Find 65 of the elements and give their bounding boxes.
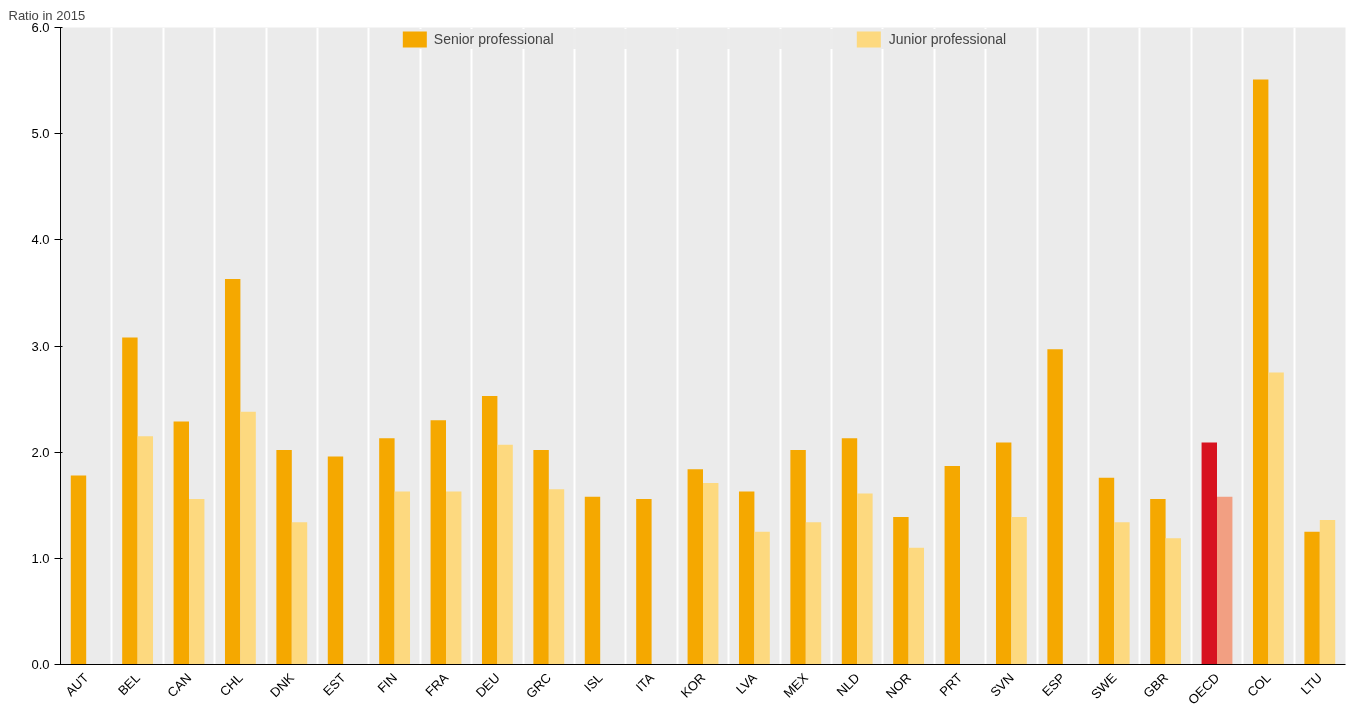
y-tick-label: 3.0	[31, 338, 50, 354]
bar	[291, 522, 308, 665]
y-tick-label: 1.0	[31, 550, 50, 566]
bar	[394, 491, 411, 665]
bar	[1201, 442, 1217, 665]
bar	[497, 444, 513, 665]
bar	[240, 411, 256, 665]
bar	[548, 489, 565, 665]
x-tick-label: NLD	[833, 670, 863, 700]
x-tick-label: ITA	[632, 669, 658, 695]
bar	[446, 491, 462, 665]
bar	[122, 337, 138, 665]
bar	[1011, 516, 1027, 665]
bar	[1047, 349, 1063, 665]
bar	[841, 438, 858, 665]
x-tick-label: CHL	[216, 670, 246, 700]
x-tick-label: FRA	[422, 669, 452, 700]
bar	[1165, 538, 1182, 665]
bar	[584, 496, 601, 665]
x-tick-label: LTU	[1297, 670, 1326, 698]
legend-label: Senior professional	[433, 31, 554, 47]
bar	[379, 438, 395, 665]
bar	[1114, 522, 1130, 665]
bar	[1217, 496, 1233, 665]
bar	[790, 450, 806, 665]
bar	[1268, 372, 1284, 665]
bar	[1098, 477, 1115, 665]
x-tick-label: ISL	[581, 670, 606, 695]
y-axis-title: Ratio in 2015	[8, 7, 86, 23]
bar	[137, 436, 154, 665]
bar	[1252, 79, 1269, 665]
bar	[173, 421, 189, 665]
bar	[687, 469, 703, 665]
legend-label: Junior professional	[888, 31, 1007, 47]
bar	[430, 420, 446, 665]
bar	[70, 475, 87, 665]
y-tick-label: 4.0	[31, 232, 50, 248]
x-tick-label: COL	[1244, 670, 1274, 700]
x-tick-label: BEL	[114, 670, 143, 699]
bar	[481, 395, 498, 665]
y-tick-label: 0.0	[31, 657, 50, 672]
bar	[189, 498, 205, 665]
bar	[754, 531, 770, 665]
bar	[276, 450, 292, 665]
bar	[1319, 520, 1336, 665]
x-tick-label: ESP	[1039, 670, 1069, 700]
bar	[703, 482, 719, 665]
bar	[738, 491, 755, 665]
bar	[636, 498, 652, 665]
bar	[944, 465, 960, 665]
x-tick-label: FIN	[374, 670, 400, 696]
bar	[224, 279, 241, 665]
bar	[327, 456, 344, 665]
bar	[533, 450, 549, 665]
bar	[805, 522, 822, 665]
x-tick-label: LVA	[733, 669, 760, 697]
y-tick-label: 6.0	[31, 20, 50, 35]
bar	[995, 442, 1012, 665]
bar	[1150, 498, 1166, 665]
y-tick-label: 5.0	[31, 126, 50, 142]
bar	[1304, 531, 1320, 665]
y-tick-label: 2.0	[31, 444, 50, 460]
bar	[857, 493, 873, 665]
bar	[908, 547, 925, 665]
bar	[893, 516, 909, 665]
